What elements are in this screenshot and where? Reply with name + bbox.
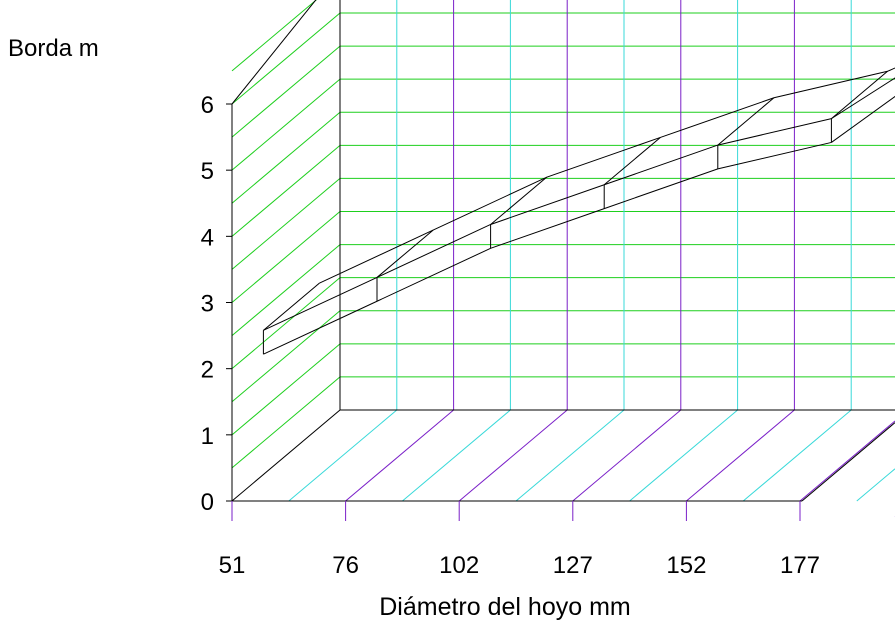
y-tick-label: 6 <box>201 92 214 119</box>
ribbon-back-edge <box>319 67 895 284</box>
x-axis-title: Diámetro del hoyo mm <box>379 593 630 620</box>
grid-lines <box>231 0 895 517</box>
y-axis-title: Borda m <box>8 35 99 62</box>
grid-line-side <box>231 376 341 469</box>
data-ribbon <box>262 67 895 355</box>
x-tick-label: 51 <box>219 552 246 579</box>
grid-line-side <box>231 277 341 370</box>
x-tick-label: 152 <box>666 552 706 579</box>
x-tick-label: 127 <box>553 552 593 579</box>
ribbon-front-bottom <box>263 141 832 355</box>
grid-line-floor <box>458 409 568 502</box>
y-tick-label: 2 <box>201 357 214 384</box>
ribbon-front-top <box>263 118 832 331</box>
ribbon-depth-edge <box>376 229 434 278</box>
grid-line-side <box>231 78 341 171</box>
grid-line-floor <box>402 409 511 502</box>
y-tick-label: 1 <box>201 423 214 450</box>
y-tick-label: 4 <box>201 224 214 251</box>
grid-line-side <box>231 45 341 138</box>
ribbon-depth-edge <box>717 97 775 146</box>
grid-line-side <box>231 12 341 105</box>
grid-line-floor <box>288 409 398 502</box>
grid-line-side <box>231 178 341 270</box>
ribbon-depth-edge <box>831 70 888 119</box>
ribbon-start-edge <box>263 282 320 331</box>
axis-labels: Borda m Diámetro del hoyo mm 0 1 2 3 4 5 6 51 76… <box>8 35 820 620</box>
ribbon-end-top <box>831 77 895 120</box>
ribbon-depth-edge <box>490 176 548 225</box>
grid-line-side <box>231 310 341 403</box>
grid-line-floor <box>686 409 795 502</box>
y-tick-label: 0 <box>201 489 214 516</box>
grid-line-floor <box>572 409 682 502</box>
ribbon-end-bottom <box>831 95 895 143</box>
grid-line-floor <box>742 409 852 502</box>
grid-line-floor <box>629 409 738 502</box>
grid-line-side <box>231 144 341 237</box>
chart-frame <box>226 0 895 521</box>
grid-line-floor <box>345 409 454 502</box>
grid-line-side <box>231 0 317 72</box>
x-tick-label: 177 <box>780 552 820 579</box>
ribbon-depth-edge <box>603 137 661 186</box>
y-tick-label: 3 <box>201 291 214 318</box>
floor-right-edge <box>801 422 895 502</box>
grid-line-floor <box>515 409 625 502</box>
grid-line-side <box>231 211 341 303</box>
grid-line-side <box>231 343 341 436</box>
grid-line-side <box>231 111 341 204</box>
x-tick-label: 102 <box>439 552 479 579</box>
frame-top-edge <box>231 0 317 105</box>
grid-line-side <box>231 244 341 336</box>
grid-line-floor <box>799 420 895 502</box>
y-tick-label: 5 <box>201 158 214 185</box>
floor-left-edge <box>231 409 341 502</box>
x-tick-label: 76 <box>332 552 359 579</box>
grid-line-floor <box>856 468 895 502</box>
